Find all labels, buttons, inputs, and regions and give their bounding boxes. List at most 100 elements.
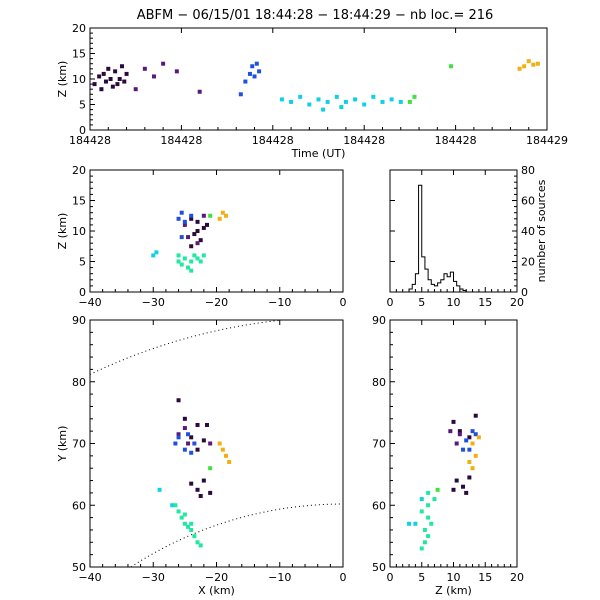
z-y-point <box>457 429 462 434</box>
x-y-xtick-label: −20 <box>205 571 228 584</box>
x-y-point <box>176 435 181 440</box>
x-y-point <box>176 398 181 403</box>
z-y-point <box>467 460 472 465</box>
time-height-point <box>97 74 102 79</box>
x-y-point <box>182 416 187 421</box>
x-z-xtick-label: −30 <box>142 296 165 309</box>
x-z-ytick-label: 15 <box>72 195 86 208</box>
time-height-point <box>161 61 166 66</box>
histogram-xtick-label: 15 <box>478 296 492 309</box>
x-z-point <box>223 213 228 218</box>
z-y-point <box>470 441 475 446</box>
time-height-point <box>449 64 454 69</box>
histogram-histogram-line <box>408 184 467 292</box>
time-height-xtick-label: 184428 <box>252 134 294 147</box>
x-z-ytick-label: 10 <box>72 225 86 238</box>
x-y-point <box>208 490 213 495</box>
time-height-xtick-label: 184429 <box>526 134 568 147</box>
x-y-xlabel: X (km) <box>198 584 235 597</box>
z-y-xtick-label: 20 <box>510 571 524 584</box>
time-height-ytick-label: 20 <box>72 22 86 35</box>
x-z-point <box>186 235 191 240</box>
x-y-xtick-label: −10 <box>268 571 291 584</box>
z-y-point <box>464 438 469 443</box>
z-y-panel <box>389 319 518 568</box>
x-y-point <box>208 441 213 446</box>
z-y-point <box>470 466 475 471</box>
time-height-point <box>526 59 531 64</box>
x-z-point <box>195 219 200 224</box>
histogram-ytick-label: 0 <box>521 286 528 299</box>
time-height-point <box>307 102 312 107</box>
x-y-point <box>227 460 232 465</box>
time-height-point <box>316 97 321 102</box>
chart-title: ABFM − 06/15/01 18:44:28 − 18:44:29 − nb… <box>137 8 494 23</box>
x-y-ylabel: Y (km) <box>56 426 69 463</box>
time-height-point <box>151 74 156 79</box>
x-y-ytick-label: 70 <box>72 438 86 451</box>
x-y-point <box>186 432 191 437</box>
time-height-ytick-label: 15 <box>72 48 86 61</box>
x-z-point <box>176 253 181 258</box>
time-height-point <box>517 66 522 71</box>
x-y-point <box>189 450 194 455</box>
x-y-point <box>182 521 187 526</box>
time-height-panel <box>89 27 548 131</box>
z-y-point <box>461 447 466 452</box>
time-height-point <box>339 105 344 110</box>
time-height-point <box>108 77 113 81</box>
x-z-point <box>195 241 200 246</box>
z-y-xtick-label: 15 <box>478 571 492 584</box>
x-y-xtick-label: −30 <box>142 571 165 584</box>
time-height-point <box>407 99 412 104</box>
z-y-point <box>473 453 478 458</box>
x-z-point <box>179 262 184 267</box>
time-height-point <box>99 87 104 92</box>
x-y-xtick-label: −40 <box>78 571 101 584</box>
time-height-point <box>257 69 262 74</box>
time-height-point <box>522 64 527 69</box>
time-height-ytick-label: 10 <box>72 73 86 86</box>
time-height-point <box>254 61 259 66</box>
x-y-panel <box>89 319 344 568</box>
z-y-point <box>467 435 472 440</box>
x-z-point <box>176 216 181 221</box>
z-y-point <box>422 527 427 532</box>
x-z-point <box>195 229 200 233</box>
z-y-xlabel: Z (km) <box>435 584 472 597</box>
z-y-frame <box>389 319 518 568</box>
z-y-point <box>432 497 437 502</box>
x-z-ytick-label: 5 <box>79 256 86 269</box>
z-y-point <box>476 435 481 440</box>
x-y-ytick-label: 60 <box>72 499 86 512</box>
x-y-point <box>223 453 228 458</box>
time-height-point <box>124 71 129 76</box>
x-y-point <box>189 481 194 486</box>
time-height-point <box>289 99 294 104</box>
x-z-point <box>151 253 156 258</box>
x-z-xtick-label: −10 <box>268 296 291 309</box>
time-height-point <box>119 64 124 69</box>
x-z-point <box>208 213 213 218</box>
x-z-point <box>176 259 181 264</box>
time-height-xtick-label: 184428 <box>435 134 477 147</box>
x-z-ytick-label: 20 <box>72 164 86 177</box>
time-height-xtick-label: 184428 <box>160 134 202 147</box>
range-arc-inner <box>130 503 344 568</box>
histogram-xtick-label: 0 <box>387 296 394 309</box>
z-y-point <box>426 534 431 539</box>
time-height-point <box>106 66 111 71</box>
x-y-point <box>192 534 197 539</box>
x-y-point <box>182 426 187 431</box>
time-height-point <box>92 82 97 87</box>
time-height-ytick-label: 0 <box>79 124 86 137</box>
time-height-point <box>380 99 385 104</box>
time-height-point <box>298 94 303 99</box>
z-y-point <box>448 429 453 434</box>
range-arc-outer <box>89 319 283 375</box>
z-y-point <box>426 515 431 520</box>
x-y-point <box>182 512 187 517</box>
time-height-point <box>174 69 179 74</box>
x-z-point <box>179 235 184 240</box>
z-y-ytick-label: 70 <box>372 438 386 451</box>
